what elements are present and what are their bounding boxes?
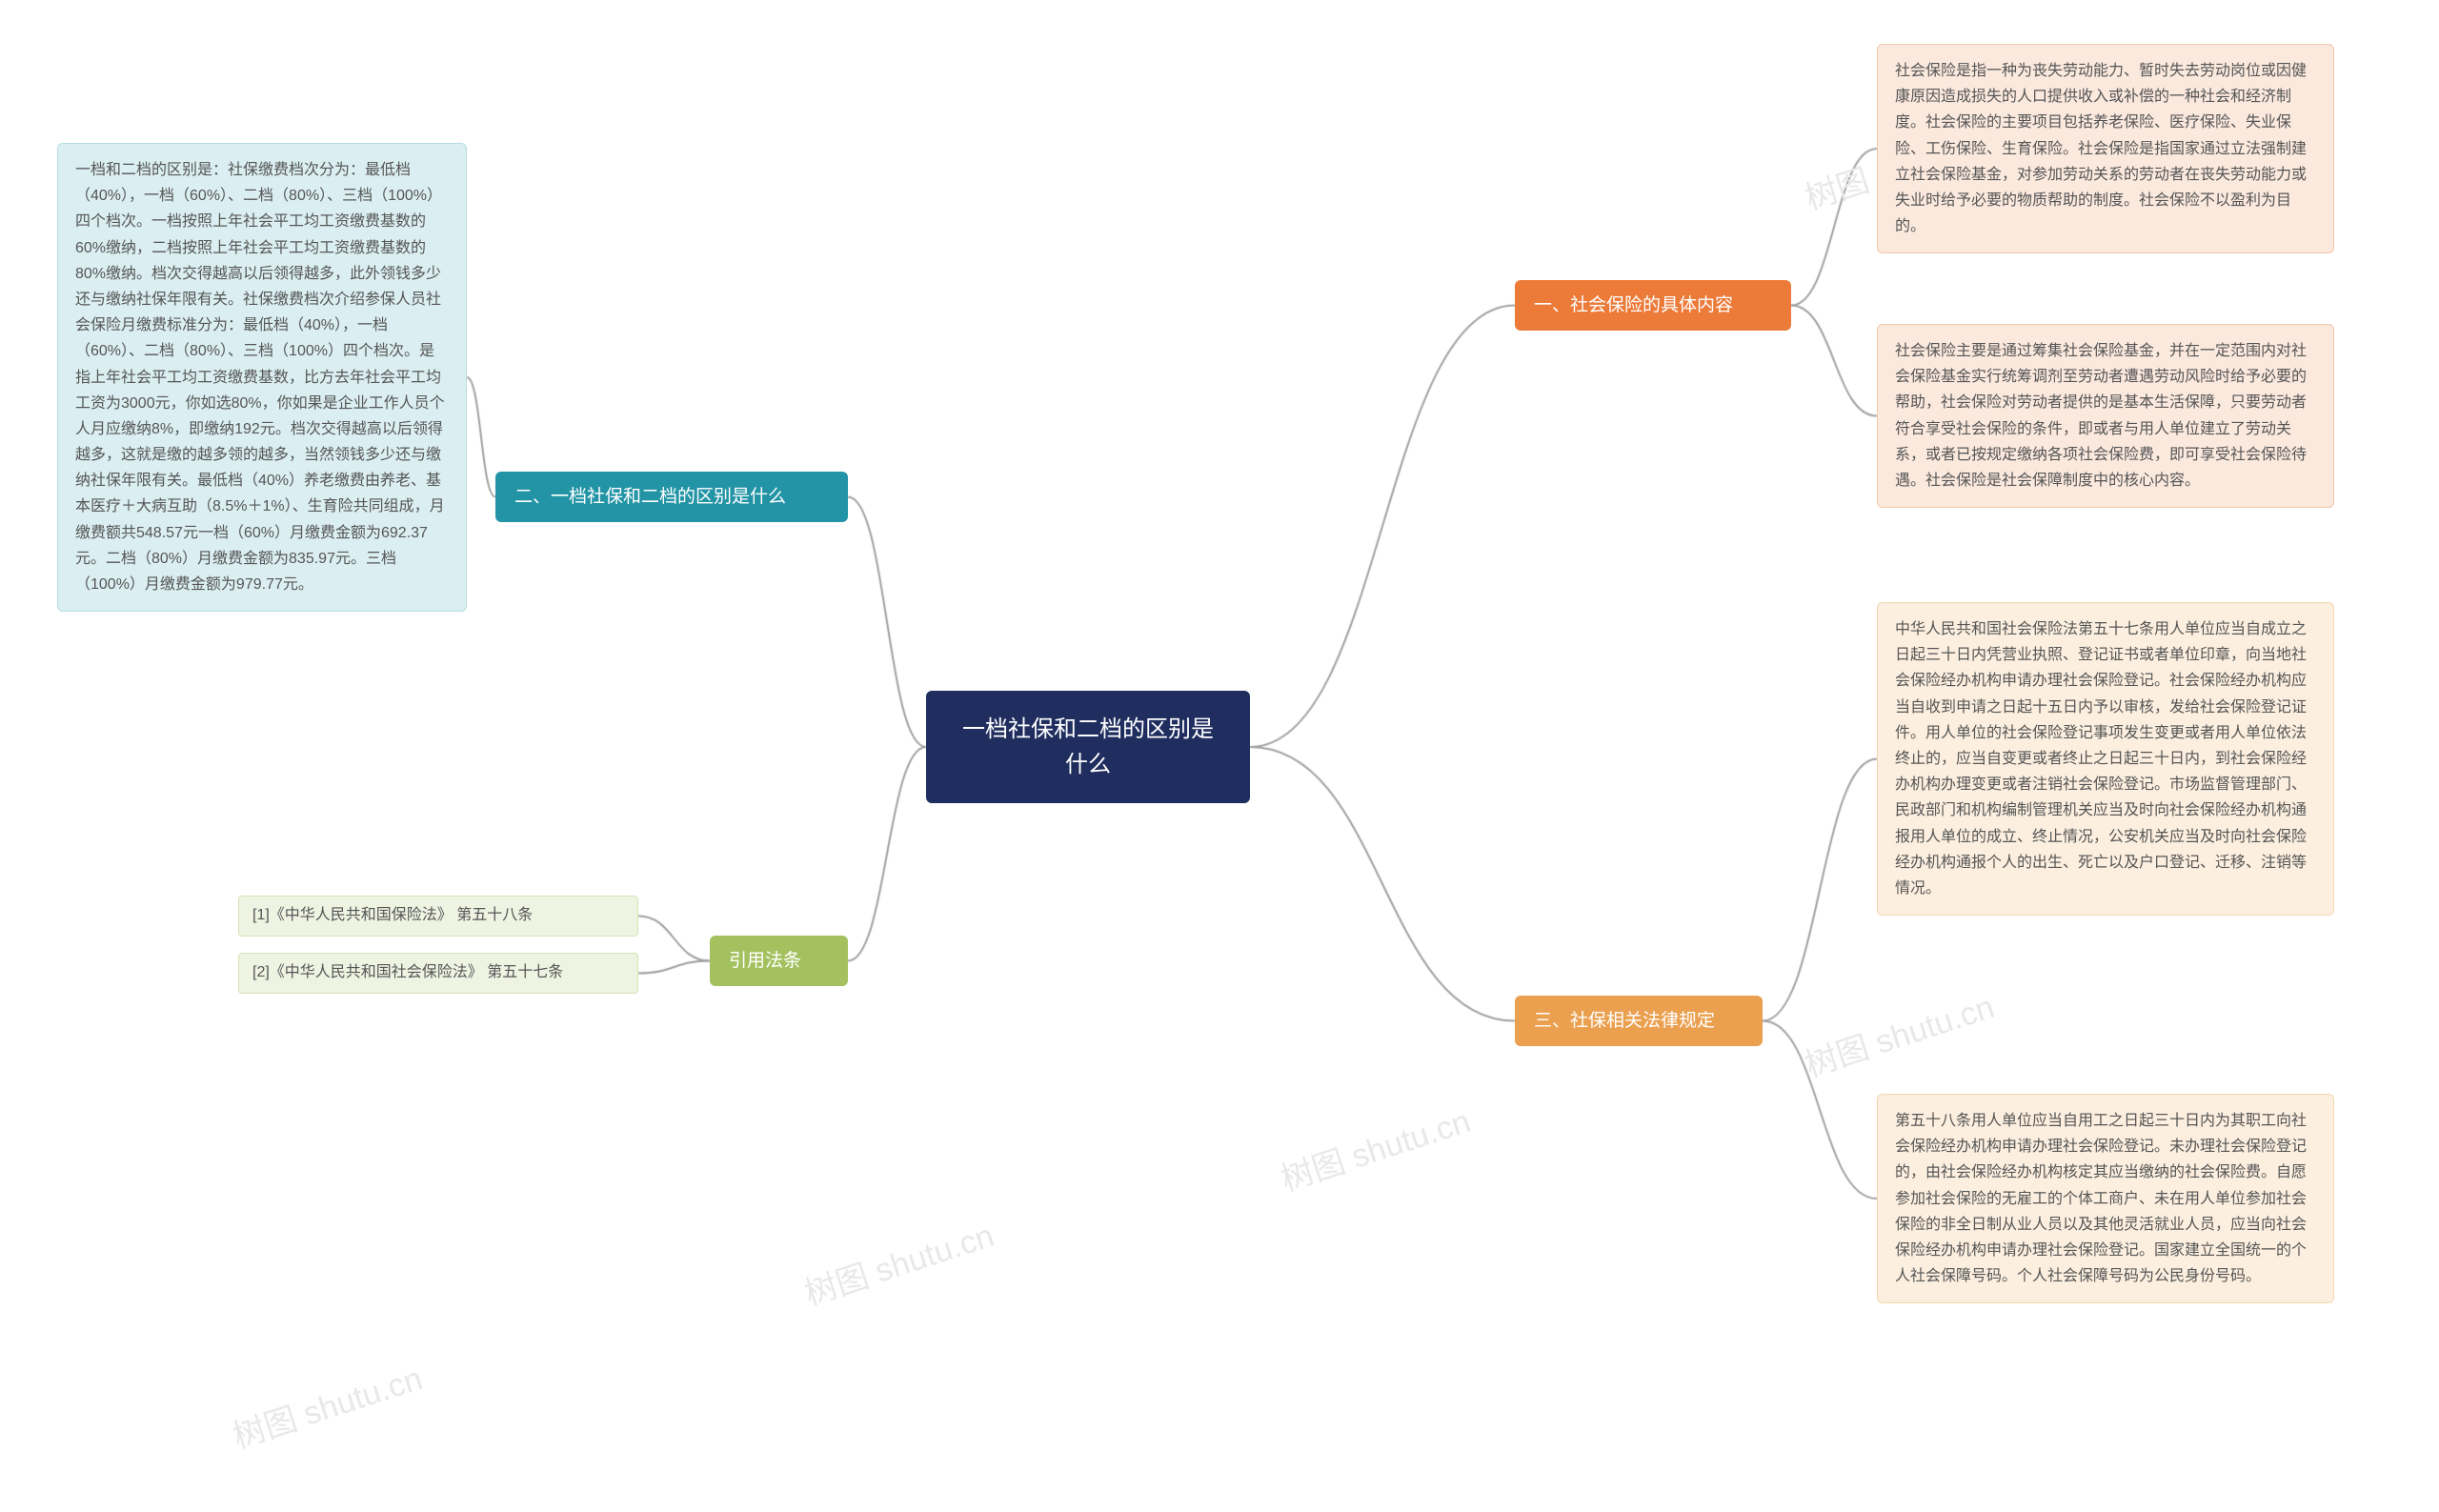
leaf-text: 社会保险主要是通过筹集社会保险基金，并在一定范围内对社会保险基金实行统筹调剂至劳… [1895, 343, 2307, 489]
branch-label: 三、社保相关法律规定 [1534, 1011, 1715, 1031]
branch-label: 引用法条 [729, 951, 801, 971]
leaf-node-b1-1[interactable]: 社会保险主要是通过筹集社会保险基金，并在一定范围内对社会保险基金实行统筹调剂至劳… [1877, 324, 2334, 508]
branch-label: 二、一档社保和二档的区别是什么 [514, 487, 786, 507]
center-topic[interactable]: 一档社保和二档的区别是什么 [926, 691, 1250, 803]
branch-label: 一、社会保险的具体内容 [1534, 295, 1733, 315]
leaf-text: 社会保险是指一种为丧失劳动能力、暂时失去劳动岗位或因健康原因造成损失的人口提供收… [1895, 63, 2307, 234]
branch-node-b2[interactable]: 二、一档社保和二档的区别是什么 [495, 472, 848, 522]
leaf-node-b1-0[interactable]: 社会保险是指一种为丧失劳动能力、暂时失去劳动岗位或因健康原因造成损失的人口提供收… [1877, 44, 2334, 253]
leaf-node-b3-0[interactable]: 中华人民共和国社会保险法第五十七条用人单位应当自成立之日起三十日内凭营业执照、登… [1877, 602, 2334, 916]
leaf-node-b2-0[interactable]: 一档和二档的区别是：社保缴费档次分为：最低档（40%），一档（60%）、二档（8… [57, 143, 467, 612]
leaf-text: 第五十八条用人单位应当自用工之日起三十日内为其职工向社会保险经办机构申请办理社会… [1895, 1113, 2307, 1284]
leaf-node-b3-1[interactable]: 第五十八条用人单位应当自用工之日起三十日内为其职工向社会保险经办机构申请办理社会… [1877, 1094, 2334, 1303]
branch-node-b1[interactable]: 一、社会保险的具体内容 [1515, 280, 1791, 331]
branch-node-bref[interactable]: 引用法条 [710, 936, 848, 986]
leaf-text: [2]《中华人民共和国社会保险法》 第五十七条 [252, 964, 563, 980]
center-topic-text: 一档社保和二档的区别是什么 [962, 716, 1214, 777]
leaf-node-bref-1[interactable]: [2]《中华人民共和国社会保险法》 第五十七条 [238, 953, 638, 994]
leaf-text: 一档和二档的区别是：社保缴费档次分为：最低档（40%），一档（60%）、二档（8… [75, 162, 445, 593]
leaf-text: 中华人民共和国社会保险法第五十七条用人单位应当自成立之日起三十日内凭营业执照、登… [1895, 621, 2307, 897]
branch-node-b3[interactable]: 三、社保相关法律规定 [1515, 996, 1763, 1046]
leaf-text: [1]《中华人民共和国保险法》 第五十八条 [252, 907, 533, 923]
leaf-node-bref-0[interactable]: [1]《中华人民共和国保险法》 第五十八条 [238, 896, 638, 937]
